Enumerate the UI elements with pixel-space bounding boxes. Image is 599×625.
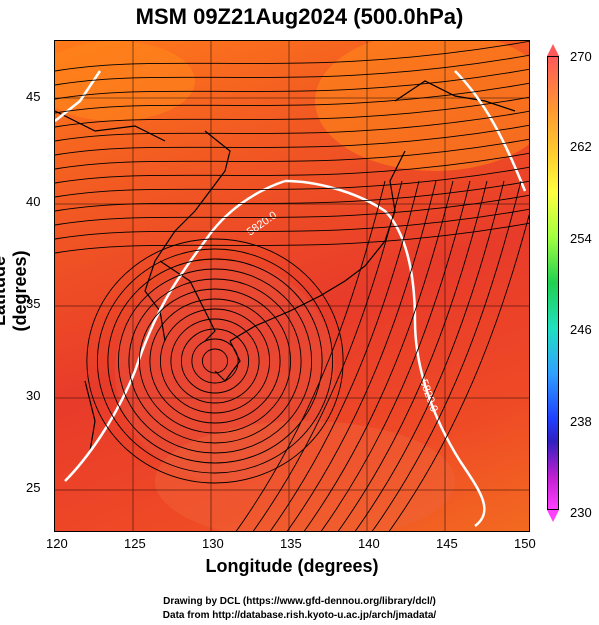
streamline-southerly xyxy=(337,180,488,531)
streamline-southerly xyxy=(388,213,529,531)
streamline-swirl xyxy=(191,338,239,384)
streamline-southerly xyxy=(303,180,454,531)
y-tick-40: 40 xyxy=(26,194,41,209)
streamline-westerly xyxy=(55,194,529,226)
streamline-southerly xyxy=(371,180,522,531)
contour-northwest xyxy=(55,70,102,122)
contour-northeast xyxy=(454,70,527,192)
streamline-southerly xyxy=(252,180,403,531)
streamline-swirl xyxy=(170,318,260,404)
streamline-westerly xyxy=(55,208,529,240)
x-tick-135: 135 xyxy=(280,536,302,551)
streamline-westerly xyxy=(55,68,529,100)
colorbar-bottom-triangle xyxy=(547,510,559,522)
y-axis-label: Latitude (degrees) xyxy=(0,250,30,332)
contour-5820-east xyxy=(284,179,486,527)
streamline-westerly xyxy=(55,138,529,170)
mainland-coast-south xyxy=(84,380,96,452)
credit-line-2: Data from http://database.rish.kyoto-u.a… xyxy=(162,610,437,621)
streamline-westerly xyxy=(55,82,529,114)
colorbar-label-270: 270 xyxy=(570,49,592,64)
streamline-westerly xyxy=(55,152,529,184)
height-contour xyxy=(55,70,527,527)
map-title: MSM 09Z21Aug2024 (500.0hPa) xyxy=(135,4,464,29)
colorbar-label-238: 238 xyxy=(570,414,592,429)
warm-patch-south xyxy=(155,421,455,531)
x-tick-120: 120 xyxy=(46,536,68,551)
streamline-southerly xyxy=(269,180,420,531)
streamline-westerly xyxy=(55,180,529,212)
y-tick-30: 30 xyxy=(26,388,41,403)
honshu-coast xyxy=(229,150,406,342)
colorbar-label-254: 254 xyxy=(570,231,592,246)
colorbar-label-230: 230 xyxy=(570,505,592,520)
streamline-westerly xyxy=(55,96,529,128)
y-tick-45: 45 xyxy=(26,89,41,104)
x-tick-145: 145 xyxy=(436,536,458,551)
colorbar xyxy=(547,56,559,510)
colorbar-top-triangle xyxy=(547,44,559,56)
streamline-swirl xyxy=(128,278,302,444)
streamline-swirl xyxy=(149,298,281,424)
streamline-westerly xyxy=(55,124,529,156)
streamline-westerly xyxy=(55,110,529,142)
streamline-southerly xyxy=(354,180,505,531)
warm-patch-northwest xyxy=(55,41,195,121)
x-tick-130: 130 xyxy=(202,536,224,551)
contour-label-1: 5820.0 xyxy=(245,209,279,238)
map-canvas: 5820.0 5820.0 xyxy=(55,41,529,531)
y-tick-25: 25 xyxy=(26,480,41,495)
streamline-southerly xyxy=(286,180,437,531)
streamline-swirl xyxy=(138,288,292,434)
x-tick-140: 140 xyxy=(358,536,380,551)
warm-patch-northeast xyxy=(315,41,529,171)
y-tick-35: 35 xyxy=(26,296,41,311)
streamline-swirl xyxy=(159,308,271,414)
streamline-westerly xyxy=(55,41,529,72)
streamline-swirl xyxy=(86,238,344,484)
streamline-southerly xyxy=(235,180,386,531)
kyushu-coast xyxy=(214,340,241,382)
streamline-westerly xyxy=(55,222,529,254)
credit-line-1: Drawing by DCL (https://www.gfd-dennou.o… xyxy=(163,596,436,607)
streamline-swirl xyxy=(96,248,334,474)
hokkaido-coast xyxy=(394,80,516,112)
streamline-swirl xyxy=(107,258,323,464)
streamline-swirl xyxy=(201,348,229,374)
colorbar-label-262: 262 xyxy=(570,139,592,154)
streamline-swirl xyxy=(117,268,313,454)
streamline-westerly xyxy=(55,54,529,86)
x-tick-150: 150 xyxy=(514,536,536,551)
streamline-westerly xyxy=(55,166,529,198)
map-plot-area: 5820.0 5820.0 xyxy=(54,40,530,532)
streamline-swirl xyxy=(180,328,250,394)
x-axis-label: Longitude (degrees) xyxy=(205,556,379,576)
wind-streamlines xyxy=(55,41,529,531)
contour-5820-west xyxy=(64,179,286,482)
streamline-southerly xyxy=(320,180,471,531)
x-tick-125: 125 xyxy=(124,536,146,551)
colorbar-label-246: 246 xyxy=(570,322,592,337)
